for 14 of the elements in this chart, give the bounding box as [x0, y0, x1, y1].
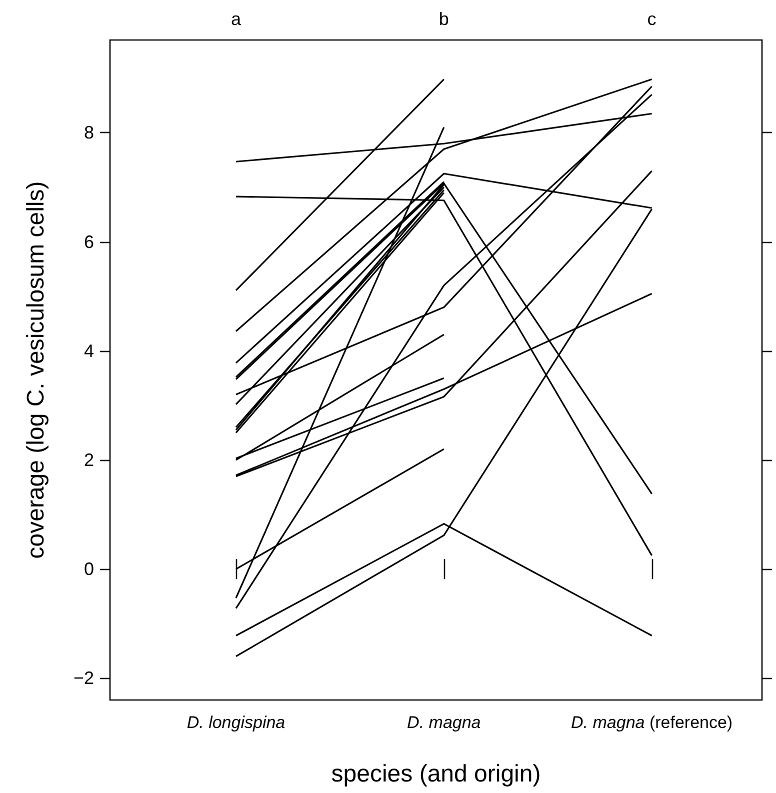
- x-tick-label: D. magna (reference): [571, 713, 733, 732]
- text: b: [438, 9, 449, 29]
- text: a: [230, 9, 242, 29]
- x-tick-label: D. longispina: [186, 713, 286, 732]
- text: c: [647, 9, 656, 29]
- y-axis-title: coverage (log C. vesiculosum cells): [22, 181, 50, 559]
- x-axis-title: species (and origin): [331, 760, 541, 788]
- y-tick-label: 6: [84, 232, 94, 252]
- y-tick-label: 2: [84, 450, 94, 470]
- x-tick-label: D. magna: [407, 713, 481, 732]
- y-tick-label: 8: [84, 122, 94, 143]
- y-tick-label: −2: [73, 668, 94, 688]
- y-tick-label: 4: [84, 340, 94, 361]
- y-tick-label: 0: [84, 559, 94, 580]
